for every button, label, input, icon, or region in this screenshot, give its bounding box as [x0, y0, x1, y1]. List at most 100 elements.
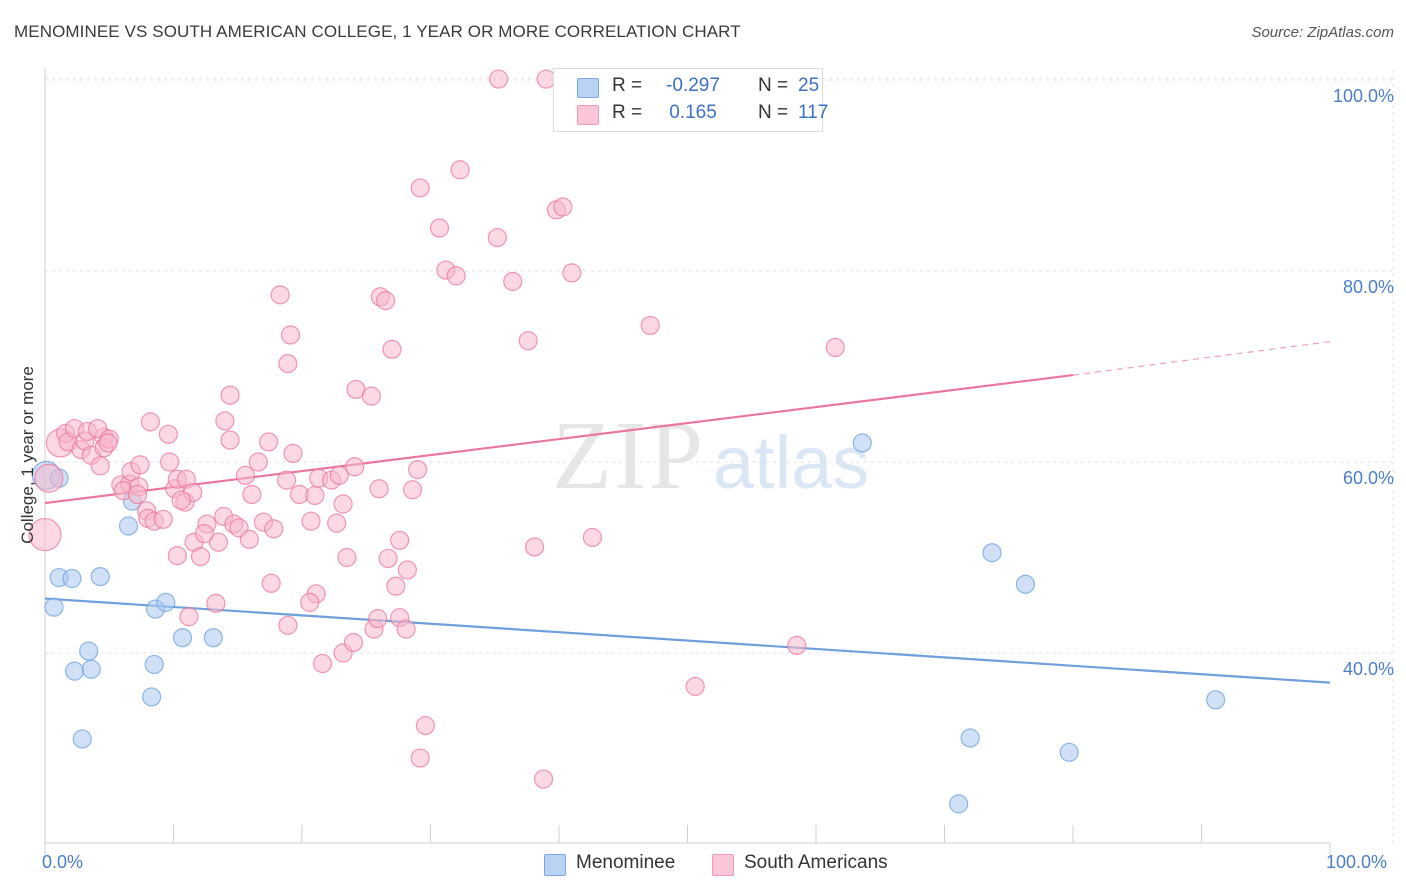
south-americans-point-112: [415, 715, 435, 736]
menominee-point-8: [79, 641, 99, 661]
south-americans-point-110: [787, 635, 807, 655]
south-americans-point-56: [283, 443, 303, 464]
south-americans-point-63: [337, 547, 357, 568]
south-americans-point-92: [382, 339, 402, 359]
south-americans-point-93: [410, 178, 430, 198]
south-americans-point-69: [386, 576, 406, 596]
south-americans-point-15: [98, 433, 118, 453]
south-americans-point-67: [402, 480, 423, 500]
south-americans-point-111: [685, 676, 705, 697]
menominee-point-20: [1015, 574, 1036, 594]
y-tick-label-40: 40.0%: [1342, 659, 1394, 679]
south-americans-point-85: [270, 285, 290, 305]
south-americans-point-70: [397, 560, 417, 580]
south-americans-point-94: [429, 218, 450, 238]
south-americans-point-0: [28, 517, 62, 552]
legend-n-value: 25: [798, 75, 820, 96]
menominee-point-2: [44, 597, 64, 617]
south-americans-point-107: [582, 527, 603, 548]
south-americans-point-52: [276, 470, 297, 490]
source-label: Source: ZipAtlas.com: [1251, 24, 1394, 41]
south-americans-point-21: [127, 484, 148, 505]
menominee-point-11: [142, 687, 162, 707]
correlation-legend: R = -0.297 N = 25 R = 0.165 N = 117: [553, 68, 828, 132]
y-tick-label-100: 100.0%: [1332, 86, 1394, 106]
y-tick-label-80: 80.0%: [1342, 277, 1394, 297]
south-americans-point-66: [390, 530, 410, 550]
south-americans-point-108: [640, 315, 660, 336]
south-americans-point-114: [533, 769, 554, 789]
south-americans-point-106: [524, 537, 545, 557]
south-americans-point-86: [280, 325, 301, 345]
watermark-zip: ZIP: [552, 402, 705, 510]
south-americans-point-33: [158, 424, 178, 444]
south-americans-point-44: [242, 484, 262, 505]
south-americans-point-115: [194, 524, 214, 544]
legend-r-label: R =: [612, 75, 643, 96]
bottom-legend-menominee: Menominee: [544, 852, 676, 876]
south-americans-point-59: [333, 494, 353, 514]
south-americans-point-25: [130, 455, 150, 475]
south-americans-point-37: [190, 546, 211, 567]
legend-n-label: N =: [758, 102, 789, 123]
south-americans-point-35: [167, 545, 187, 566]
south-americans-point-50: [215, 411, 235, 431]
legend-swatch-menominee: [577, 78, 599, 98]
south-americans-point-47: [248, 452, 268, 472]
south-americans-point-100: [518, 331, 538, 351]
menominee-point-9: [64, 661, 85, 681]
south-americans-point-97: [450, 160, 470, 180]
south-americans-point-51: [258, 432, 279, 452]
south-americans-point-26: [153, 509, 173, 529]
south-americans-point-87: [278, 354, 298, 374]
south-americans-point-109: [825, 337, 845, 357]
menominee-point-7: [118, 516, 139, 536]
menominee-point-15: [172, 628, 193, 648]
south-americans-point-49: [220, 430, 240, 450]
data-points: [28, 69, 1226, 814]
menominee-point-22: [1059, 742, 1079, 762]
y-tick-label-60: 60.0%: [1342, 468, 1394, 488]
south-americans-point-104: [489, 69, 509, 89]
menominee-point-12: [144, 654, 164, 675]
south-americans-point-65: [378, 548, 398, 569]
south-americans-point-82: [206, 593, 226, 613]
south-americans-point-113: [410, 748, 430, 768]
south-americans-point-13: [90, 456, 110, 476]
menominee-point-17: [72, 729, 92, 749]
y-axis-label: College, 1 year or more: [18, 366, 37, 544]
menominee-point-24: [1206, 690, 1226, 710]
south-americans-point-77: [343, 632, 363, 653]
menominee-point-21: [960, 728, 980, 748]
south-americans-point-98: [487, 227, 507, 248]
south-americans-point-71: [261, 573, 281, 593]
x-tick-label-0: 0.0%: [42, 852, 84, 872]
south-americans-point-83: [179, 607, 199, 627]
south-americans-point-103: [562, 263, 582, 283]
south-americans-point-74: [300, 592, 320, 612]
axes: [44, 68, 1331, 855]
south-americans-point-64: [369, 479, 389, 499]
menominee-point-4: [62, 568, 82, 589]
x-tick-label-1: 100.0%: [1326, 852, 1388, 872]
south-americans-point-1: [34, 463, 64, 493]
bottom-legend-swatch-south-americans: [712, 854, 734, 876]
menominee-point-23: [949, 794, 969, 814]
south-americans-point-34: [140, 412, 160, 432]
south-americans-point-68: [408, 460, 428, 480]
bottom-legend-label-menominee: Menominee: [576, 852, 676, 873]
south-americans-point-57: [301, 511, 321, 531]
south-americans-point-54: [305, 485, 325, 506]
trend-lines: [44, 341, 1331, 684]
south-americans-trend-extension: [1072, 341, 1331, 376]
menominee-trend-line: [44, 597, 1331, 684]
south-americans-point-43: [239, 529, 259, 549]
gridlines: [45, 70, 1395, 843]
menominee-point-16: [203, 628, 223, 648]
menominee-point-5: [90, 566, 110, 587]
south-americans-point-79: [368, 609, 388, 629]
menominee-point-18: [852, 433, 872, 453]
south-americans-point-46: [264, 519, 284, 539]
south-americans-point-102: [553, 197, 573, 217]
bottom-legend-label-south-americans: South Americans: [744, 852, 888, 873]
